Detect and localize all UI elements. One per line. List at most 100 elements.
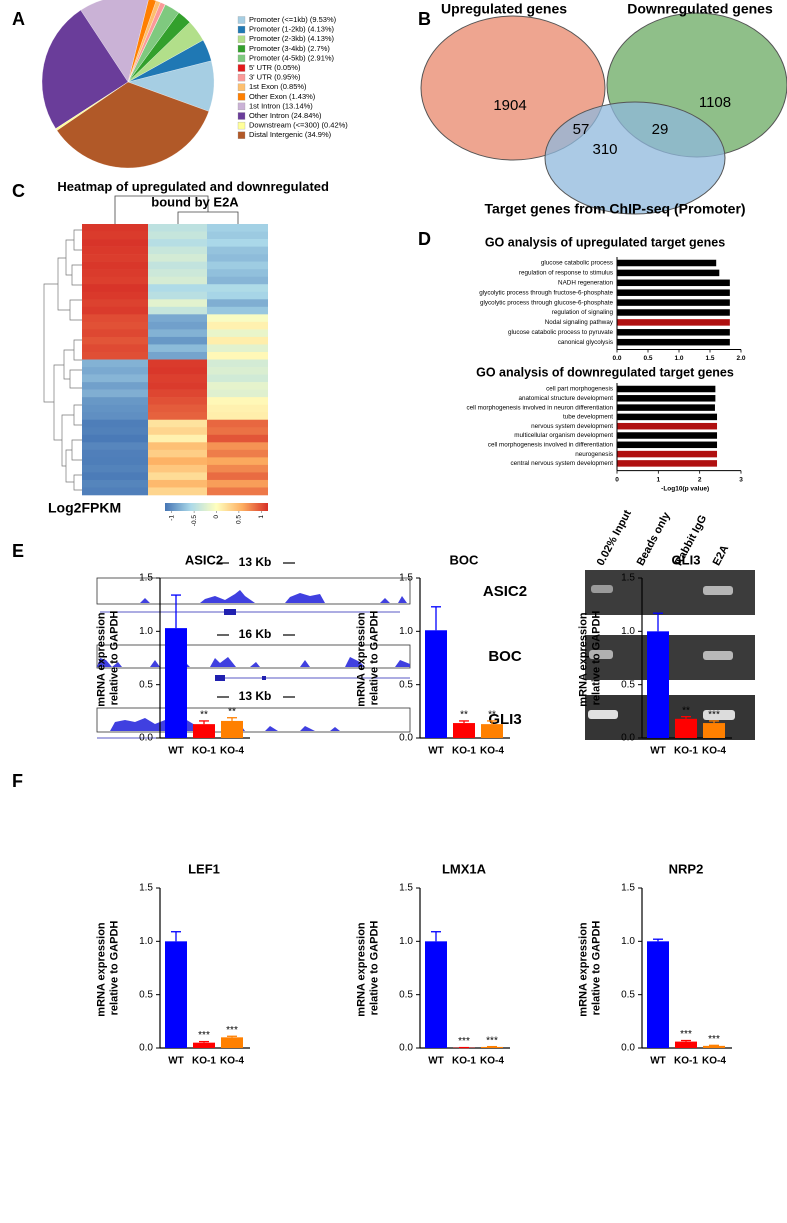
legend-label: Other Exon (1.43%) — [249, 92, 316, 101]
heatmap-cell — [148, 351, 207, 360]
y-tick-label: 1.0 — [139, 936, 153, 947]
y-tick-label: canonical glycolysis — [558, 339, 613, 346]
heatmap-cell — [82, 239, 148, 247]
error-bar — [431, 931, 441, 942]
error-bar — [227, 717, 237, 721]
bar — [481, 1046, 503, 1048]
x-tick-label: KO-4 — [702, 746, 726, 757]
heatmap-cell — [148, 449, 207, 458]
legend-label: Downstream (<=300) (0.42%) — [249, 121, 348, 130]
bar — [617, 269, 720, 277]
y-tick-label: 0.5 — [621, 989, 635, 1000]
y-axis-label: mRNA expression relative to GAPDH — [577, 919, 602, 1016]
colorbar-tick-label: 0 — [213, 515, 220, 519]
heatmap-cell — [207, 336, 268, 345]
heatmap-cell — [82, 374, 148, 383]
panel-label: A — [12, 9, 25, 29]
legend-label: 3' UTR (0.95%) — [249, 73, 301, 82]
legend-label: 1st Exon (0.85%) — [249, 82, 307, 91]
significance-label: *** — [226, 1025, 238, 1036]
heatmap-cell — [148, 487, 207, 496]
legend-label: Promoter (4-5kb) (2.91%) — [249, 53, 335, 62]
lane-label: 0.02% Input — [595, 508, 634, 568]
y-tick-label: cell part morphogenesis — [546, 386, 613, 393]
y-tick-label: nervous system development — [531, 423, 613, 430]
heatmap-cell — [207, 261, 268, 270]
x-tick-label: KO-1 — [674, 1056, 698, 1067]
significance-label: *** — [486, 1035, 498, 1046]
significance-label: *** — [708, 710, 720, 721]
bar — [703, 1045, 725, 1048]
x-axis-label: -Log10(p value) — [661, 485, 709, 492]
legend-swatch — [237, 93, 246, 101]
y-tick-label: glycolytic process through fructose-6-ph… — [479, 289, 613, 296]
heatmap-cell — [148, 479, 207, 488]
bar — [617, 395, 716, 402]
chart-title: ASIC2 — [185, 552, 223, 567]
chart-title: Heatmap of upregulated and downregulated… — [57, 179, 332, 210]
legend-label: Other Intron (24.84%) — [249, 111, 322, 120]
bar — [193, 724, 215, 738]
x-tick-label: 1.0 — [674, 355, 683, 362]
set-label: Target genes from ChIP-seq (Promoter) — [484, 201, 745, 217]
heatmap-cell — [148, 321, 207, 330]
heatmap-cell — [148, 269, 207, 277]
panel-label: B — [418, 9, 431, 29]
heatmap-cell — [82, 276, 148, 285]
bar — [221, 1037, 243, 1048]
chart-title: GO analysis of upregulated target genes — [485, 235, 725, 249]
y-tick-label: regulation of signaling — [552, 309, 614, 316]
x-tick-label: WT — [168, 1056, 184, 1067]
error-bar — [227, 1035, 237, 1038]
legend-swatch — [237, 16, 246, 24]
region-count: 1108 — [699, 94, 731, 111]
bar — [675, 718, 697, 738]
heatmap-cell — [82, 472, 148, 481]
heatmap-cell — [207, 344, 268, 353]
set-label: Upregulated genes — [441, 1, 567, 17]
x-tick-label: KO-1 — [674, 746, 698, 757]
y-tick-label: 0.0 — [139, 733, 153, 744]
y-tick-label: 1.5 — [139, 883, 153, 894]
heatmap-cell — [148, 336, 207, 345]
panel-label: C — [12, 181, 25, 201]
y-tick-label: 0.0 — [399, 1043, 413, 1054]
heatmap-cell — [82, 291, 148, 300]
heatmap-cell — [207, 449, 268, 458]
y-tick-label: 1.0 — [399, 936, 413, 947]
gene-label: GLI3 — [488, 711, 521, 728]
bar — [193, 1042, 215, 1048]
heatmap-cell — [148, 427, 207, 436]
y-axis-label: mRNA expression relative to GAPDH — [95, 919, 120, 1016]
significance-label: ** — [488, 710, 496, 721]
heatmap-cell — [207, 306, 268, 315]
significance-label: *** — [458, 1036, 470, 1047]
y-tick-label: 1.5 — [621, 573, 635, 584]
heatmap-cell — [148, 276, 207, 285]
error-bar — [171, 931, 181, 942]
y-tick-label: 0.0 — [621, 1043, 635, 1054]
bar — [221, 720, 243, 738]
heatmap-cell — [207, 231, 268, 240]
y-tick-label: 0.0 — [621, 733, 635, 744]
heatmap-cell — [82, 254, 148, 262]
legend-swatch — [237, 45, 246, 53]
y-tick-label: 1.5 — [621, 883, 635, 894]
x-tick-label: WT — [428, 746, 444, 757]
heatmap-cell — [82, 321, 148, 330]
error-bar — [653, 938, 663, 942]
bar — [703, 723, 725, 738]
bar — [165, 628, 187, 738]
x-tick-label: WT — [650, 1056, 666, 1067]
heatmap-cell — [148, 299, 207, 308]
legend-swatch — [237, 35, 246, 43]
heatmap-cell — [207, 291, 268, 300]
heatmap-cell — [207, 269, 268, 277]
legend-swatch — [237, 112, 246, 120]
y-tick-label: 0.5 — [399, 679, 413, 690]
x-tick-label: WT — [428, 1056, 444, 1067]
heatmap-cell — [148, 442, 207, 451]
heatmap-cell — [82, 284, 148, 293]
lane-label: E2A — [711, 543, 732, 568]
